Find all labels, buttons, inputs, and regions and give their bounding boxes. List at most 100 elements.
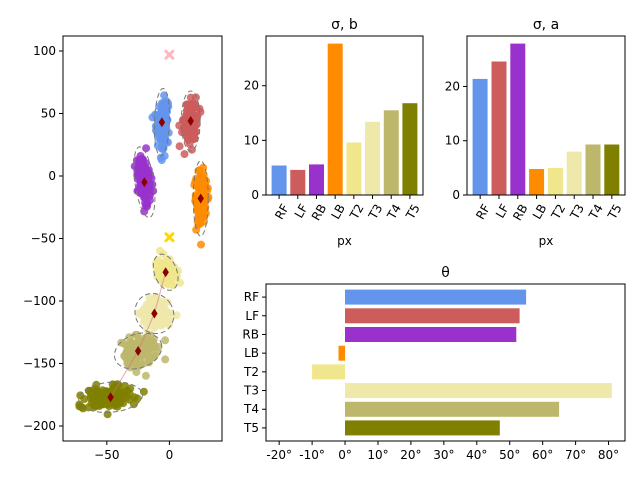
scatter-point xyxy=(79,404,88,413)
scatter-point xyxy=(144,352,153,361)
bar xyxy=(402,103,418,195)
y-tick-label: 20 xyxy=(244,79,259,93)
category-tick-label: T3 xyxy=(243,384,259,398)
category-tick-label: T4 xyxy=(586,202,606,223)
sigma-a-bars xyxy=(472,43,620,195)
bar xyxy=(312,364,345,380)
scatter-point xyxy=(133,394,142,403)
scatter-point xyxy=(194,214,203,223)
scatter-point xyxy=(135,156,144,165)
scatter-point xyxy=(129,400,138,409)
scatter-point xyxy=(119,390,128,399)
scatter-point xyxy=(149,295,157,304)
scatter-point xyxy=(186,93,195,102)
x-tick-label: 10° xyxy=(367,448,388,462)
bar xyxy=(345,308,520,324)
x-marker xyxy=(164,49,175,60)
cluster-ellipse xyxy=(153,87,171,157)
sigma-b-xlabel: px xyxy=(337,234,352,248)
cluster-ellipse xyxy=(192,160,209,237)
scatter-point xyxy=(130,162,139,171)
category-tick-label: T5 xyxy=(605,202,625,223)
scatter-ellipses xyxy=(78,87,209,413)
scatter-point xyxy=(142,194,151,202)
scatter-point xyxy=(161,355,170,364)
scatter-point xyxy=(157,321,166,330)
scatter-point xyxy=(112,390,121,398)
x-tick-label: 20° xyxy=(400,448,421,462)
category-tick-label: RB xyxy=(242,327,259,341)
y-tick-label: −50 xyxy=(31,232,56,246)
category-tick-label: LB xyxy=(328,202,348,222)
scatter-point xyxy=(156,246,164,255)
x-marker xyxy=(164,232,175,243)
scatter-point xyxy=(136,308,145,317)
y-tick-label: 0 xyxy=(48,169,56,183)
category-tick-label: T5 xyxy=(243,421,259,435)
scatter-point xyxy=(167,259,176,268)
cluster-center-marker xyxy=(134,346,142,356)
y-tick-label: −150 xyxy=(23,357,56,371)
bar xyxy=(345,420,500,436)
scatter-point xyxy=(154,133,163,142)
category-tick-label: RB xyxy=(309,202,329,223)
scatter-point xyxy=(152,112,161,121)
scatter-point xyxy=(182,100,191,109)
bar xyxy=(529,169,545,195)
category-tick-label: T3 xyxy=(365,202,385,223)
scatter-markers xyxy=(164,49,175,243)
x-tick-label: 0° xyxy=(338,448,352,462)
cluster-ellipse xyxy=(134,292,175,335)
scatter-point xyxy=(201,203,210,212)
scatter-point xyxy=(142,200,151,209)
sigma-a-xlabel: px xyxy=(539,234,554,248)
scatter-point xyxy=(139,387,148,396)
theta-title: θ xyxy=(441,265,450,281)
category-tick-label: T2 xyxy=(243,365,259,379)
scatter-point xyxy=(139,318,148,327)
y-tick-label: 0 xyxy=(251,188,259,202)
y-tick-label: 50 xyxy=(41,107,56,121)
scatter-point xyxy=(141,371,150,380)
category-tick-label: T4 xyxy=(384,202,404,223)
bar xyxy=(290,169,306,195)
scatter-point xyxy=(157,156,166,165)
bar xyxy=(472,78,488,195)
cluster-ellipse xyxy=(133,146,156,219)
scatter-clusters xyxy=(75,91,213,419)
scatter-point xyxy=(144,312,153,321)
x-tick-label: -10° xyxy=(299,448,325,462)
category-tick-label: T3 xyxy=(567,202,587,223)
cluster-center-marker xyxy=(158,117,166,128)
category-tick-label: LB xyxy=(530,202,550,222)
bar xyxy=(345,383,612,399)
bar xyxy=(338,345,346,361)
scatter-point xyxy=(175,121,184,130)
y-tick-label: 100 xyxy=(33,44,56,58)
y-tick-label: 0 xyxy=(452,188,460,202)
sigma-b-frame xyxy=(265,35,424,196)
cluster-center-marker xyxy=(107,392,114,403)
bar xyxy=(604,144,620,195)
category-tick-label: RF xyxy=(244,290,259,304)
category-tick-label: LF xyxy=(292,202,311,221)
scatter-point xyxy=(192,225,201,234)
scatter-point xyxy=(195,177,204,186)
y-tick-label: 10 xyxy=(244,133,259,147)
x-tick-label: 80° xyxy=(598,448,619,462)
bar xyxy=(491,61,507,195)
category-tick-label: LF xyxy=(245,309,259,323)
cluster-center-marker xyxy=(141,177,148,188)
scatter-point xyxy=(188,100,197,109)
scatter-point xyxy=(128,339,137,348)
scatter-point xyxy=(132,368,141,377)
cluster-ellipse xyxy=(152,253,179,291)
bar xyxy=(547,167,563,195)
scatter-point xyxy=(103,410,112,419)
scatter-point xyxy=(131,330,140,339)
cluster-ellipse xyxy=(113,332,163,370)
x-tick-label: 40° xyxy=(466,448,487,462)
